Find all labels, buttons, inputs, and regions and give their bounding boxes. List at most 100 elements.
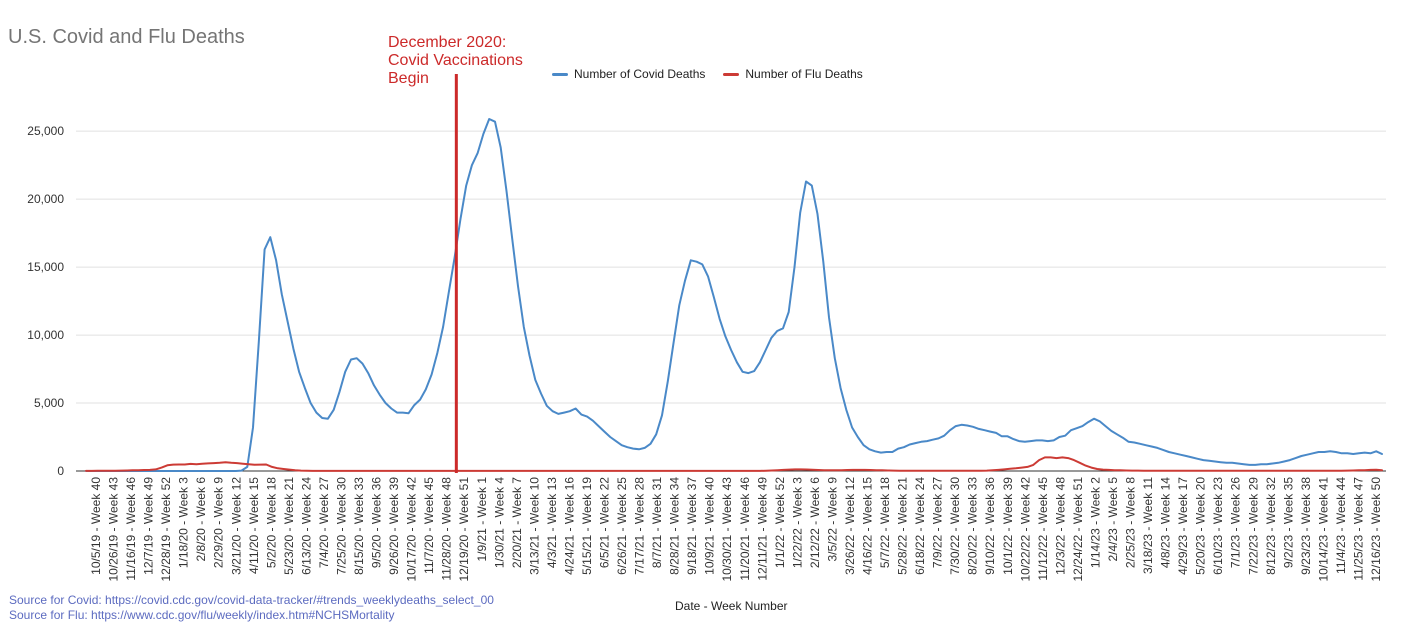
x-tick-label: 5/23/20 - Week 21 bbox=[282, 477, 296, 575]
x-tick-label: 4/24/21 - Week 16 bbox=[562, 477, 576, 575]
x-tick-label: 5/15/21 - Week 19 bbox=[580, 477, 594, 575]
x-tick-label: 4/3/21 - Week 13 bbox=[545, 477, 559, 568]
x-tick-label: 12/19/20 - Week 51 bbox=[457, 477, 471, 582]
legend-item-flu: Number of Flu Deaths bbox=[723, 67, 863, 81]
y-tick-label: 20,000 bbox=[27, 192, 64, 206]
x-tick-label: 11/20/21 - Week 46 bbox=[738, 477, 752, 581]
x-tick-label: 2/12/22 - Week 6 bbox=[808, 477, 822, 568]
x-tick-label: 3/18/23 - Week 11 bbox=[1141, 477, 1155, 574]
x-tick-label: 9/2/23 - Week 35 bbox=[1281, 477, 1295, 568]
x-axis-label: Date - Week Number bbox=[675, 599, 788, 613]
vaccination-annotation: December 2020: Covid Vaccinations Begin bbox=[388, 34, 523, 87]
x-tick-label: 12/28/19 - Week 52 bbox=[159, 477, 173, 582]
x-tick-label: 4/16/22 - Week 15 bbox=[861, 477, 875, 575]
x-tick-label: 4/11/20 - Week 15 bbox=[247, 477, 261, 574]
x-tick-label: 2/8/20 - Week 6 bbox=[194, 477, 208, 562]
x-tick-label: 6/26/21 - Week 25 bbox=[615, 477, 629, 575]
gridlines bbox=[76, 130, 1386, 472]
x-tick-label: 5/28/22 - Week 21 bbox=[896, 477, 910, 575]
x-tick-label: 6/18/22 - Week 24 bbox=[913, 477, 927, 575]
x-tick-label: 3/13/21 - Week 10 bbox=[527, 477, 541, 575]
x-tick-label: 12/11/21 - Week 49 bbox=[755, 477, 769, 581]
x-tick-label: 12/16/23 - Week 50 bbox=[1369, 477, 1383, 582]
x-tick-label: 12/24/22 - Week 51 bbox=[1071, 477, 1085, 582]
x-tick-label: 4/29/23 - Week 17 bbox=[1176, 477, 1190, 575]
x-tick-label: 1/14/23 - Week 2 bbox=[1088, 477, 1102, 568]
x-tick-label: 2/29/20 - Week 9 bbox=[212, 477, 226, 568]
x-tick-label: 9/18/21 - Week 37 bbox=[685, 477, 699, 575]
x-tick-label: 5/7/22 - Week 18 bbox=[878, 477, 892, 568]
x-tick-label: 7/17/21 - Week 28 bbox=[633, 477, 647, 575]
x-tick-label: 9/23/23 - Week 38 bbox=[1299, 477, 1313, 575]
x-tick-label: 2/25/23 - Week 8 bbox=[1124, 477, 1138, 568]
x-tick-label: 11/12/22 - Week 45 bbox=[1036, 477, 1050, 581]
x-tick-label: 10/14/23 - Week 41 bbox=[1316, 477, 1330, 582]
legend-swatch-flu bbox=[723, 72, 740, 76]
legend-item-covid: Number of Covid Deaths bbox=[552, 67, 705, 81]
x-tick-label: 11/16/19 - Week 46 bbox=[124, 477, 138, 581]
x-tick-label: 10/26/19 - Week 43 bbox=[107, 477, 121, 582]
x-axis-ticks: 10/5/19 - Week 40 10/26/19 - Week 43 11/16… bbox=[89, 477, 1383, 582]
y-tick-label: 5,000 bbox=[34, 396, 64, 410]
y-tick-label: 15,000 bbox=[27, 260, 64, 274]
source-flu: Source for Flu: https://www.cdc.gov/flu/… bbox=[9, 608, 395, 622]
source-covid: Source for Covid: https://covid.cdc.gov/… bbox=[9, 593, 494, 607]
x-tick-label: 7/22/23 - Week 29 bbox=[1246, 477, 1260, 575]
legend: Number of Covid Deaths Number of Flu Dea… bbox=[552, 67, 863, 81]
x-tick-label: 2/20/21 - Week 7 bbox=[510, 477, 524, 568]
series-lines bbox=[85, 118, 1383, 472]
x-tick-label: 10/30/21 - Week 43 bbox=[720, 477, 734, 582]
x-tick-label: 6/5/21 - Week 22 bbox=[597, 477, 611, 568]
x-tick-label: 6/13/20 - Week 24 bbox=[299, 477, 313, 575]
x-tick-label: 10/1/22 - Week 39 bbox=[1001, 477, 1015, 575]
x-tick-label: 12/7/19 - Week 49 bbox=[142, 477, 156, 575]
x-tick-label: 11/25/23 - Week 47 bbox=[1351, 477, 1365, 581]
x-tick-label: 8/28/21 - Week 34 bbox=[668, 477, 682, 575]
x-tick-label: 2/4/23 - Week 5 bbox=[1106, 477, 1120, 562]
x-tick-label: 11/7/20 - Week 45 bbox=[422, 477, 436, 574]
x-tick-label: 8/20/22 - Week 33 bbox=[966, 477, 980, 575]
x-tick-label: 6/10/23 - Week 23 bbox=[1211, 477, 1225, 575]
x-tick-label: 4/8/23 - Week 14 bbox=[1159, 477, 1173, 568]
x-tick-label: 9/10/22 - Week 36 bbox=[983, 477, 997, 575]
x-tick-label: 12/3/22 - Week 48 bbox=[1053, 477, 1067, 575]
x-tick-label: 8/7/21 - Week 31 bbox=[650, 477, 664, 568]
x-tick-label: 11/28/20 - Week 48 bbox=[440, 477, 454, 581]
y-axis-ticks: 0 5,000 10,000 15,000 20,000 25,000 bbox=[27, 124, 64, 478]
chart-title: U.S. Covid and Flu Deaths bbox=[8, 26, 245, 48]
x-tick-label: 1/1/22 - Week 52 bbox=[773, 477, 787, 568]
x-tick-label: 7/1/23 - Week 26 bbox=[1229, 477, 1243, 568]
y-tick-label: 0 bbox=[57, 464, 64, 478]
x-tick-label: 8/15/20 - Week 33 bbox=[352, 477, 366, 575]
covid-deaths-line bbox=[85, 118, 1383, 472]
x-tick-label: 10/17/20 - Week 42 bbox=[405, 477, 419, 582]
x-tick-label: 10/22/22 - Week 42 bbox=[1018, 477, 1032, 582]
flu-deaths-line bbox=[85, 456, 1383, 472]
y-tick-label: 25,000 bbox=[27, 124, 64, 138]
x-tick-label: 3/5/22 - Week 9 bbox=[825, 477, 839, 562]
x-tick-label: 5/2/20 - Week 18 bbox=[264, 477, 278, 568]
x-tick-label: 11/4/23 - Week 44 bbox=[1334, 477, 1348, 574]
x-tick-label: 9/5/20 - Week 36 bbox=[370, 477, 384, 568]
x-tick-label: 7/30/22 - Week 30 bbox=[948, 477, 962, 575]
legend-label-covid: Number of Covid Deaths bbox=[574, 67, 706, 81]
x-tick-label: 7/25/20 - Week 30 bbox=[334, 477, 348, 575]
x-tick-label: 5/20/23 - Week 20 bbox=[1194, 477, 1208, 575]
x-tick-label: 7/4/20 - Week 27 bbox=[317, 477, 331, 568]
x-tick-label: 9/26/20 - Week 39 bbox=[387, 477, 401, 575]
x-tick-label: 1/9/21 - Week 1 bbox=[475, 477, 489, 562]
y-tick-label: 10,000 bbox=[27, 328, 64, 342]
x-tick-label: 1/30/21 - Week 4 bbox=[492, 477, 506, 568]
x-tick-label: 8/12/23 - Week 32 bbox=[1264, 477, 1278, 575]
x-tick-label: 1/18/20 - Week 3 bbox=[177, 477, 191, 568]
x-tick-label: 3/26/22 - Week 12 bbox=[843, 477, 857, 575]
x-tick-label: 7/9/22 - Week 27 bbox=[931, 477, 945, 568]
x-tick-label: 1/22/22 - Week 3 bbox=[790, 477, 804, 568]
legend-swatch-covid bbox=[552, 72, 568, 76]
legend-label-flu: Number of Flu Deaths bbox=[745, 67, 863, 81]
x-tick-label: 10/9/21 - Week 40 bbox=[703, 477, 717, 575]
sources: Source for Covid: https://covid.cdc.gov/… bbox=[9, 593, 494, 623]
x-tick-label: 3/21/20 - Week 12 bbox=[229, 477, 243, 575]
x-tick-label: 10/5/19 - Week 40 bbox=[89, 477, 103, 575]
